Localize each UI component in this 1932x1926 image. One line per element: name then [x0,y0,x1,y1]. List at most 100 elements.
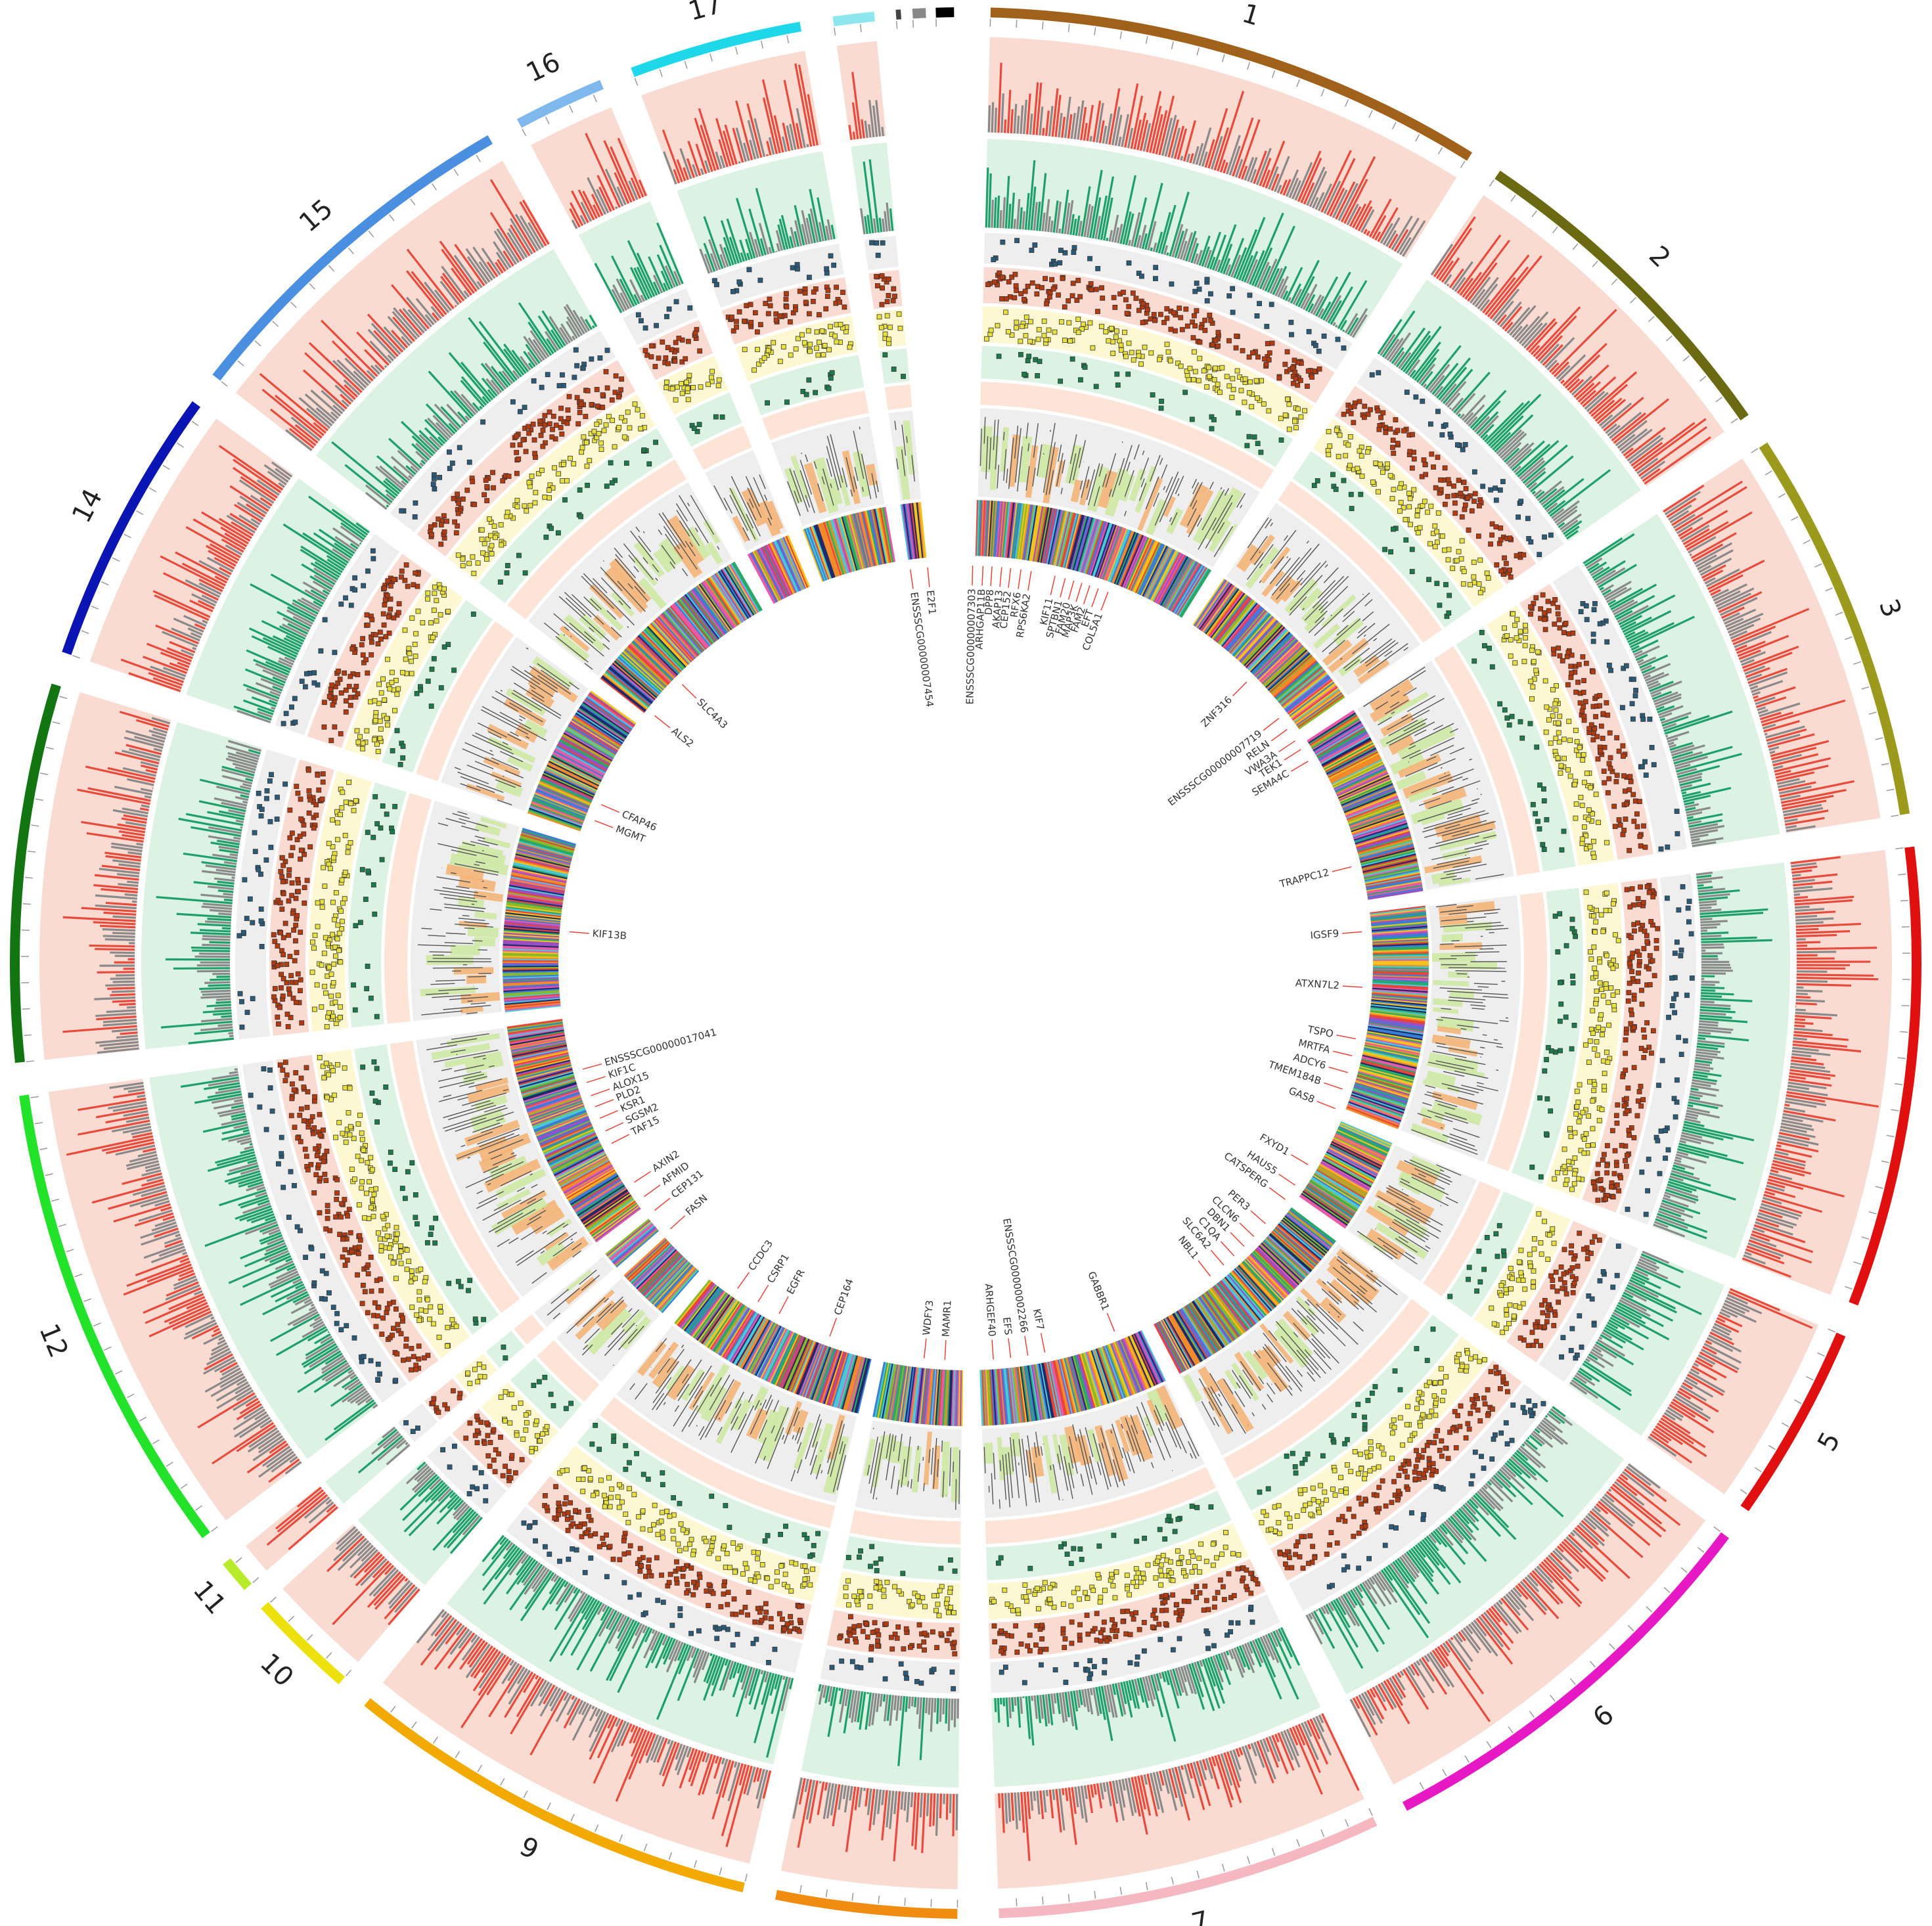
line-track-segment [489,1065,495,1067]
green-histogram-bar [677,1642,686,1661]
yellow-scatter-point [1201,368,1207,374]
chromosome-tick [1345,1819,1349,1827]
red-histogram-bar [1385,230,1397,247]
green-histogram-bar [1014,1697,1017,1706]
green-histogram-bar [879,1693,884,1707]
green-histogram-bar [848,1690,855,1718]
green-histogram-bar [1661,715,1689,727]
line-track-segment [1003,449,1007,481]
red-histogram-bar [1055,1789,1062,1833]
green-histogram-bar [1700,920,1728,924]
green-histogram-bar [686,1646,694,1661]
track-background [479,428,673,604]
red-histogram-bar [245,1397,259,1407]
red-histogram-bar [1615,420,1648,447]
green-histogram-bar [1125,213,1134,246]
red-histogram-bar [1089,135,1092,142]
red-scatter-point [1438,487,1444,493]
yellow-scatter-point [1157,357,1162,363]
green-histogram-bar [233,836,241,840]
chromosome-tick [1296,79,1300,87]
yellow-scatter-point [1178,363,1184,369]
red-histogram-bar [1766,733,1801,745]
chromosome-label-6: 6 [1588,1699,1620,1734]
green-histogram-bar [1489,1478,1514,1503]
red-histogram-bar [952,1793,955,1837]
blue-scatter-point [1058,248,1064,253]
red-histogram-bar [93,921,136,926]
red-scatter-point [1197,339,1203,345]
line-track-segment [611,1322,623,1335]
red-histogram-bar [289,1456,298,1464]
red-histogram-bar [1485,277,1516,316]
line-track-segment [1427,758,1456,771]
green-histogram-bar [1468,416,1478,427]
chromosome-band-14 [62,401,201,656]
green-histogram-bar [1069,213,1075,235]
red-histogram-bar [1734,631,1772,648]
red-histogram-bar [1796,929,1851,935]
red-histogram-bar [1271,1735,1289,1774]
green-histogram-bar [1598,564,1637,589]
yellow-scatter-point [1224,374,1230,380]
blue-scatter-point [1257,301,1262,306]
track-background [981,346,1293,468]
red-scatter-point [985,282,991,288]
green-histogram-bar [1206,231,1221,269]
line-track-segment [1064,1456,1073,1499]
red-histogram-bar [1161,1770,1170,1795]
red-histogram-bar [1099,1782,1105,1800]
red-histogram-bar [1106,1781,1112,1806]
green-histogram-bar [1033,1695,1038,1719]
line-track-segment [610,1299,625,1314]
line-track-segment [1279,543,1320,591]
green-histogram-bar [1622,616,1652,633]
red-histogram-bar [1140,1775,1152,1816]
green-histogram-bar [1305,1614,1323,1645]
line-track-block [1163,496,1177,518]
red-histogram-bar [1753,695,1759,700]
green-histogram-bar [608,1611,620,1631]
line-track-segment [801,453,803,455]
chromosome-tick [1589,1661,1596,1668]
red-histogram-bar [881,1790,888,1841]
green-histogram-bar [569,1593,588,1623]
green-histogram-bar [242,800,248,804]
yellow-scatter-point [1114,328,1119,334]
green-histogram-bar [1692,1073,1708,1078]
green-histogram-bar [1432,1530,1448,1548]
chromosome-tick [1247,1856,1251,1864]
green-histogram-bar [1639,654,1669,669]
red-histogram-bar [1180,1765,1184,1770]
red-histogram-bar [1098,120,1105,143]
red-histogram-bar [1337,183,1359,221]
red-histogram-bar [509,1659,515,1667]
blue-scatter-point [991,257,997,263]
green-histogram-bar [753,1670,767,1710]
track-background [1235,1314,1459,1511]
red-histogram-bar [107,987,135,990]
line-track-segment [1126,461,1131,472]
green-histogram-bar [206,1004,231,1008]
green-histogram-bar [201,861,236,868]
red-histogram-bar [504,1671,533,1718]
red-histogram-bar [1753,1224,1806,1243]
green-histogram-bar [188,1037,235,1044]
red-histogram-bar [1795,914,1818,918]
green-scatter-point [1258,449,1264,455]
line-track-segment [836,1455,847,1490]
red-scatter-point [1409,465,1415,471]
red-histogram-bar [1790,1062,1826,1069]
green-histogram-bar [1607,1322,1619,1330]
red-histogram-bar [1276,185,1282,194]
green-histogram-bar [1504,447,1520,463]
red-histogram-bar [1556,365,1571,380]
red-histogram-bar [284,1461,302,1475]
track-background [983,233,1353,370]
red-histogram-bar [568,1699,584,1726]
red-histogram-bar [1080,106,1087,141]
line-track-segment [492,1154,517,1166]
red-histogram-bar [172,1310,212,1331]
track-background [348,782,407,1028]
red-histogram-bar [1127,127,1134,148]
